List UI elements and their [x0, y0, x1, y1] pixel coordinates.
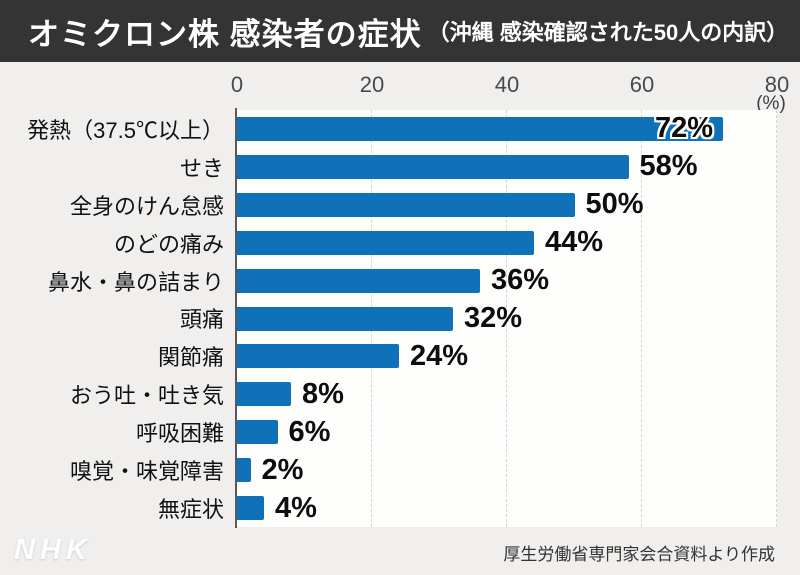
category-label: 頭痛: [179, 307, 224, 333]
value-label: 36%: [491, 264, 550, 297]
title-bar: オミクロン株 感染者の症状 （沖縄 感染確認された50人の内訳）: [0, 0, 800, 62]
gridline-80: [776, 110, 777, 527]
category-label: 無症状: [157, 497, 224, 523]
value-label: 44%: [545, 226, 604, 259]
bar: [237, 192, 575, 217]
category-labels: 発熱（37.5℃以上） せき全身のけん怠感のどの痛み鼻水・鼻の詰まり頭痛関節痛おう…: [0, 110, 224, 527]
bar: [237, 154, 629, 179]
bar: [237, 458, 251, 483]
value-label: 32%: [464, 301, 523, 334]
category-label: 嗅覚・味覚障害: [69, 459, 224, 485]
x-tick-0: 0: [230, 72, 244, 97]
value-label: 2%: [261, 453, 304, 486]
bar: [237, 382, 291, 407]
bar: [237, 496, 264, 521]
category-label: 呼吸困難: [135, 421, 224, 447]
value-label: 58%: [639, 150, 698, 183]
bar: [237, 116, 723, 141]
value-label: 8%: [302, 377, 344, 410]
x-tick-80: 80: [764, 72, 790, 97]
gridline-60: [641, 110, 642, 527]
page-subtitle: （沖縄 感染確認された50人の内訳）: [427, 20, 789, 45]
value-label: 4%: [275, 491, 317, 524]
category-label: のどの痛み: [113, 231, 224, 257]
category-label: 発熱（37.5℃以上）: [27, 117, 224, 143]
y-axis-line: [235, 108, 237, 528]
value-label: 72%: [655, 112, 714, 145]
x-tick-60: 60: [629, 72, 655, 97]
nhk-logo: NHK: [14, 534, 92, 566]
bar: [237, 268, 480, 293]
category-label: 鼻水・鼻の詰まり: [47, 269, 224, 295]
gridline-40: [506, 110, 507, 527]
category-label: 関節痛: [157, 345, 224, 371]
plot-area: 72% 58% 50% 44% 36% 32% 24% 8% 6% 2% 4%: [237, 110, 777, 527]
category-label: せき: [179, 155, 224, 181]
axis-unit-label: (%): [756, 93, 786, 114]
category-label: 全身のけん怠感: [69, 193, 224, 219]
x-tick-40: 40: [494, 72, 520, 97]
value-label: 50%: [585, 188, 644, 221]
bar: [237, 230, 534, 255]
x-tick-20: 20: [359, 72, 385, 97]
bar: [237, 306, 453, 331]
category-label: おう吐・吐き気: [69, 383, 224, 409]
page-title: オミクロン株 感染者の症状: [28, 16, 422, 52]
value-label: 24%: [410, 339, 469, 372]
bar: [237, 420, 278, 445]
bar: [237, 344, 399, 369]
source-credit: 厚生労働省専門家会合資料より作成: [503, 545, 775, 564]
value-label: 6%: [288, 415, 331, 448]
